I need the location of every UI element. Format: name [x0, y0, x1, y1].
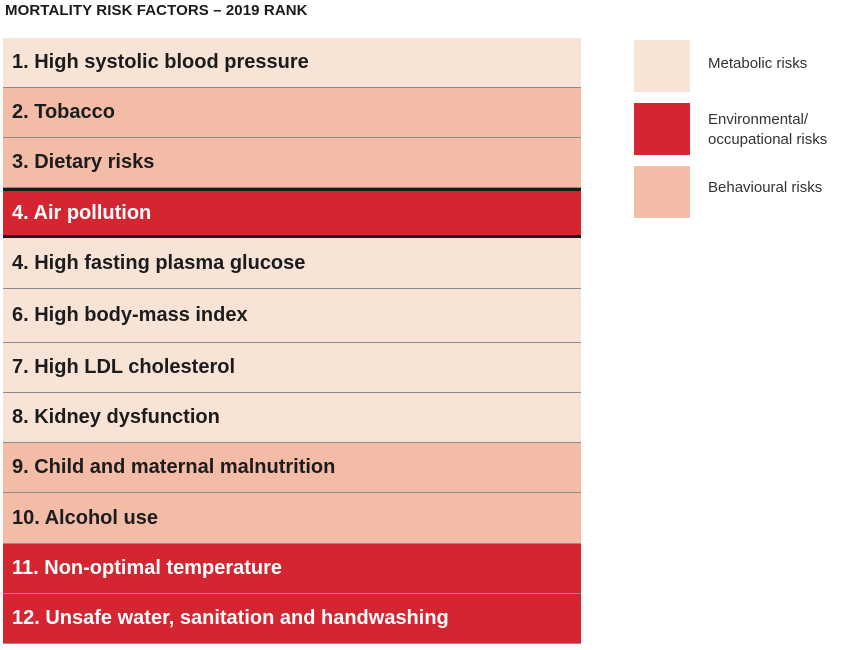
chart-title: MORTALITY RISK FACTORS – 2019 RANK: [5, 2, 308, 19]
legend-swatch: [634, 40, 690, 92]
risk-row: 3. Dietary risks: [3, 138, 581, 188]
risk-row-label: 3. Dietary risks: [12, 151, 155, 173]
risk-row-label: 9. Child and maternal malnutrition: [12, 456, 336, 478]
risk-row: 1. High systolic blood pressure: [3, 38, 581, 88]
risk-row-label: 6. High body-mass index: [12, 304, 248, 326]
risk-row-label: 8. Kidney dysfunction: [12, 406, 220, 428]
risk-row: 8. Kidney dysfunction: [3, 393, 581, 443]
risk-row: 2. Tobacco: [3, 88, 581, 138]
risk-row: 7. High LDL cholesterol: [3, 343, 581, 393]
legend-label: Environmental/ occupational risks: [708, 111, 828, 148]
risk-factor-table: 1. High systolic blood pressure 2. Tobacc…: [3, 38, 581, 644]
risk-row-label: 4. High fasting plasma glucose: [12, 251, 306, 274]
risk-row-label: 12. Unsafe water, sanitation and handwas…: [12, 607, 449, 629]
risk-row: 4. High fasting plasma glucose: [3, 238, 581, 289]
risk-row-label: 1. High systolic blood pressure: [12, 51, 309, 73]
risk-row: 11. Non-optimal temperature: [3, 544, 581, 594]
risk-row: 9. Child and maternal malnutrition: [3, 443, 581, 493]
risk-row: 4. Air pollution: [3, 188, 581, 238]
legend-label: Behavioural risks: [708, 179, 823, 196]
risk-row: 10. Alcohol use: [3, 493, 581, 544]
risk-row: 12. Unsafe water, sanitation and handwas…: [3, 594, 581, 644]
legend-swatch: [634, 166, 690, 218]
risk-row-label: 4. Air pollution: [12, 201, 152, 224]
risk-row-label: 10. Alcohol use: [12, 506, 158, 529]
legend-swatch: [634, 103, 690, 155]
risk-row-label: 7. High LDL cholesterol: [12, 356, 235, 378]
risk-row-label: 11. Non-optimal temperature: [12, 557, 283, 579]
risk-row: 6. High body-mass index: [3, 289, 581, 343]
risk-row-label: 2. Tobacco: [12, 101, 115, 123]
legend-label: Metabolic risks: [708, 55, 808, 72]
